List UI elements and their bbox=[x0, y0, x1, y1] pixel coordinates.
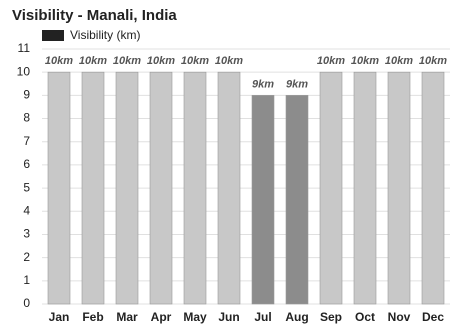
bar bbox=[115, 71, 139, 305]
bar bbox=[47, 71, 71, 305]
bar bbox=[217, 71, 241, 305]
y-tick-label: 9 bbox=[23, 88, 30, 102]
x-tick-label: Aug bbox=[285, 310, 308, 324]
x-tick-label: Sep bbox=[320, 310, 342, 324]
y-tick-label: 8 bbox=[23, 111, 30, 125]
x-tick-label: Jul bbox=[254, 310, 271, 324]
bar bbox=[183, 71, 207, 305]
bar bbox=[421, 71, 445, 305]
value-label: 10km bbox=[113, 55, 141, 67]
y-tick-label: 5 bbox=[23, 180, 30, 194]
bar bbox=[149, 71, 173, 305]
legend-swatch bbox=[42, 30, 64, 41]
y-tick-label: 6 bbox=[23, 157, 30, 171]
y-tick-label: 7 bbox=[23, 134, 30, 148]
value-label: 10km bbox=[79, 55, 107, 67]
x-tick-label: Dec bbox=[422, 310, 444, 324]
x-tick-label: Oct bbox=[355, 310, 375, 324]
x-tick-label: Apr bbox=[151, 310, 172, 324]
y-tick-label: 11 bbox=[18, 41, 31, 55]
y-tick-label: 3 bbox=[23, 227, 30, 241]
value-label: 10km bbox=[147, 55, 175, 67]
y-tick-label: 1 bbox=[23, 273, 30, 287]
x-tick-label: Feb bbox=[82, 310, 103, 324]
value-label: 10km bbox=[351, 55, 379, 67]
y-tick-label: 4 bbox=[23, 203, 30, 217]
x-tick-label: Jan bbox=[49, 310, 70, 324]
bar bbox=[387, 71, 411, 305]
value-label: 10km bbox=[215, 55, 243, 67]
x-tick-label: Jun bbox=[218, 310, 239, 324]
bar bbox=[319, 71, 343, 305]
bar bbox=[81, 71, 105, 305]
x-tick-label: May bbox=[183, 310, 207, 324]
x-tick-label: Nov bbox=[388, 310, 411, 324]
bar bbox=[285, 95, 309, 305]
x-tick-label: Mar bbox=[116, 310, 138, 324]
chart-title: Visibility - Manali, India bbox=[12, 7, 177, 24]
y-tick-label: 10 bbox=[17, 64, 31, 78]
value-label: 10km bbox=[181, 55, 209, 67]
value-label: 10km bbox=[385, 55, 413, 67]
bar bbox=[251, 95, 275, 305]
value-label: 9km bbox=[286, 78, 308, 90]
bar bbox=[353, 71, 377, 305]
y-tick-label: 0 bbox=[23, 296, 30, 310]
value-label: 10km bbox=[317, 55, 345, 67]
value-label: 10km bbox=[45, 55, 73, 67]
value-label: 10km bbox=[419, 55, 447, 67]
value-label: 9km bbox=[252, 78, 274, 90]
legend-label: Visibility (km) bbox=[70, 28, 140, 42]
y-tick-label: 2 bbox=[23, 250, 30, 264]
